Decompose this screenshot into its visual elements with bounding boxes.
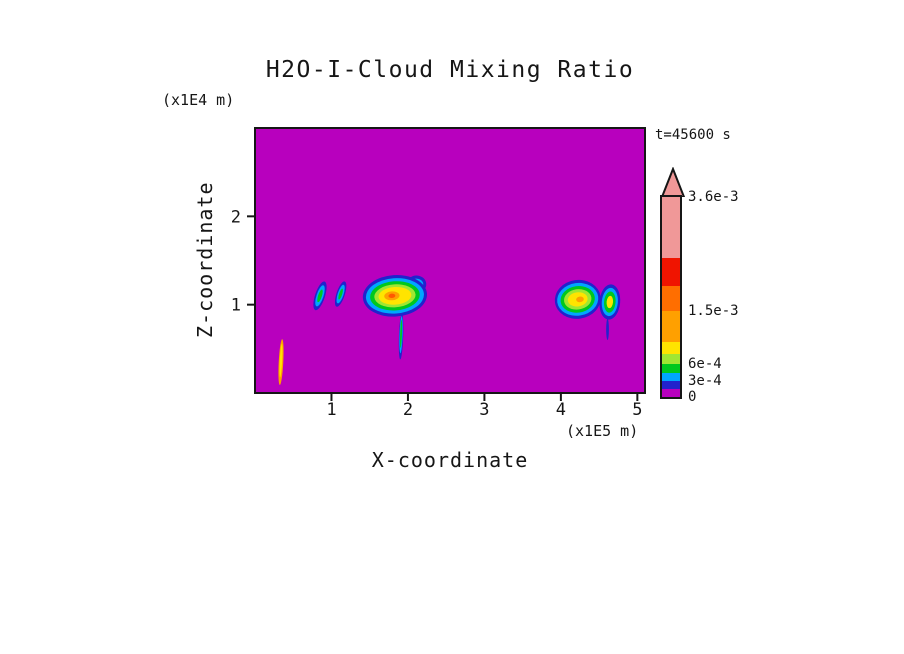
x-tick-label: 3: [479, 400, 489, 420]
cloud-feature-main-cloud-tail: [400, 319, 403, 348]
z-axis-unit-label: (x1E4 m): [162, 91, 235, 109]
x-tick-label: 2: [403, 400, 413, 420]
colorbar-segment: [662, 373, 680, 381]
x-axis-title: X-coordinate: [371, 448, 529, 472]
cloud-feature-orange-streak: [279, 343, 283, 378]
colorbar-segment: [662, 258, 680, 286]
plot-border: [254, 127, 646, 394]
colorbar-segment: [662, 381, 680, 389]
x-axis-unit-label: (x1E5 m): [566, 422, 639, 440]
z-tick-label: 2: [231, 207, 241, 227]
x-tick-label: 1: [326, 400, 336, 420]
colorbar-segment: [662, 197, 680, 258]
time-annotation: t=45600 s: [655, 127, 731, 143]
cloud-feature-cloud-c-tail: [606, 318, 609, 340]
cloud-feature-cloud-c: [606, 295, 614, 309]
cloud-feature-cloud-b: [576, 296, 584, 303]
z-tick-label: 1: [231, 296, 241, 316]
colorbar-arrow: [660, 167, 686, 197]
colorbar-label: 1.5e-3: [688, 303, 739, 319]
colorbar-label: 3e-4: [688, 373, 722, 389]
colorbar-arrow-tip: [660, 167, 686, 197]
x-tick-label: 5: [632, 400, 642, 420]
colorbar-label: 6e-4: [688, 356, 722, 372]
plot-background: [255, 128, 645, 393]
z-axis-title: Z-coordinate: [193, 181, 217, 339]
colorbar-segment: [662, 354, 680, 364]
colorbar-segment: [662, 389, 680, 397]
colorbar-segment: [662, 342, 680, 354]
chart-title: H2O-I-Cloud Mixing Ratio: [265, 57, 635, 83]
plot-svg: 1 2 3 4 5 1 2: [231, 127, 646, 420]
colorbar: [660, 195, 682, 399]
colorbar-labels: 0 3e-4 6e-4 1.5e-3 3.6e-3: [688, 189, 778, 405]
cloud-feature-wisp-a: [317, 289, 323, 303]
cloud-feature-wisp-b: [338, 288, 343, 300]
colorbar-segment: [662, 286, 680, 311]
colorbar-label: 3.6e-3: [688, 189, 739, 205]
colorbar-segment: [662, 364, 680, 373]
colorbar-label: 0: [688, 389, 697, 405]
colorbar-segment: [662, 311, 680, 342]
x-tick-label: 4: [556, 400, 566, 420]
cloud-feature-main-cloud: [388, 293, 396, 299]
